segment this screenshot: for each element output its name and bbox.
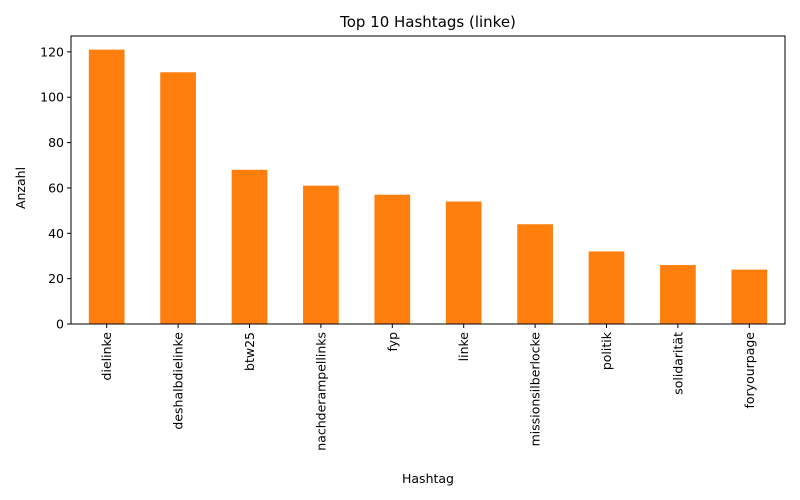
bar-1 <box>160 72 196 324</box>
x-axis-title: Hashtag <box>402 471 454 486</box>
bar-5 <box>445 201 482 324</box>
bar-6 <box>517 224 553 324</box>
y-tick-label-2: 40 <box>48 226 64 241</box>
chart-title: Top 10 Hashtags (linke) <box>339 13 516 31</box>
y-tick-label-1: 20 <box>48 271 64 286</box>
x-tick-label-7: politik <box>599 331 614 370</box>
bar-0 <box>88 49 125 325</box>
x-tick-label-3: nachderampellinks <box>313 332 328 451</box>
bar-9 <box>731 269 768 324</box>
y-tick-label-3: 60 <box>48 180 64 195</box>
x-tick-label-8: solidarität <box>670 332 685 395</box>
y-tick-label-5: 100 <box>40 90 64 105</box>
y-tick-label-4: 80 <box>48 135 64 150</box>
y-axis-title: Anzahl <box>13 167 28 209</box>
bar-2 <box>231 169 268 324</box>
x-tick-label-9: foryourpage <box>742 332 757 409</box>
bar-4 <box>374 194 411 324</box>
bar-8 <box>660 265 696 324</box>
x-tick-label-4: fyp <box>385 332 400 352</box>
bar-7 <box>588 251 625 324</box>
y-tick-label-6: 120 <box>40 44 64 59</box>
plot-area: 0 20 40 60 80 100 120 dielinke deshalbdielinke bt… <box>40 35 786 451</box>
y-tick-label-0: 0 <box>56 317 64 332</box>
x-tick-label-5: linke <box>456 332 471 362</box>
x-tick-label-1: deshalbdielinke <box>171 332 186 430</box>
x-tick-label-2: btw25 <box>242 332 257 371</box>
x-tick-label-6: missionsilberlocke <box>528 332 543 447</box>
axes-frame <box>70 35 786 325</box>
x-tick-label-0: dielinke <box>99 332 114 381</box>
bar-3 <box>303 185 339 324</box>
